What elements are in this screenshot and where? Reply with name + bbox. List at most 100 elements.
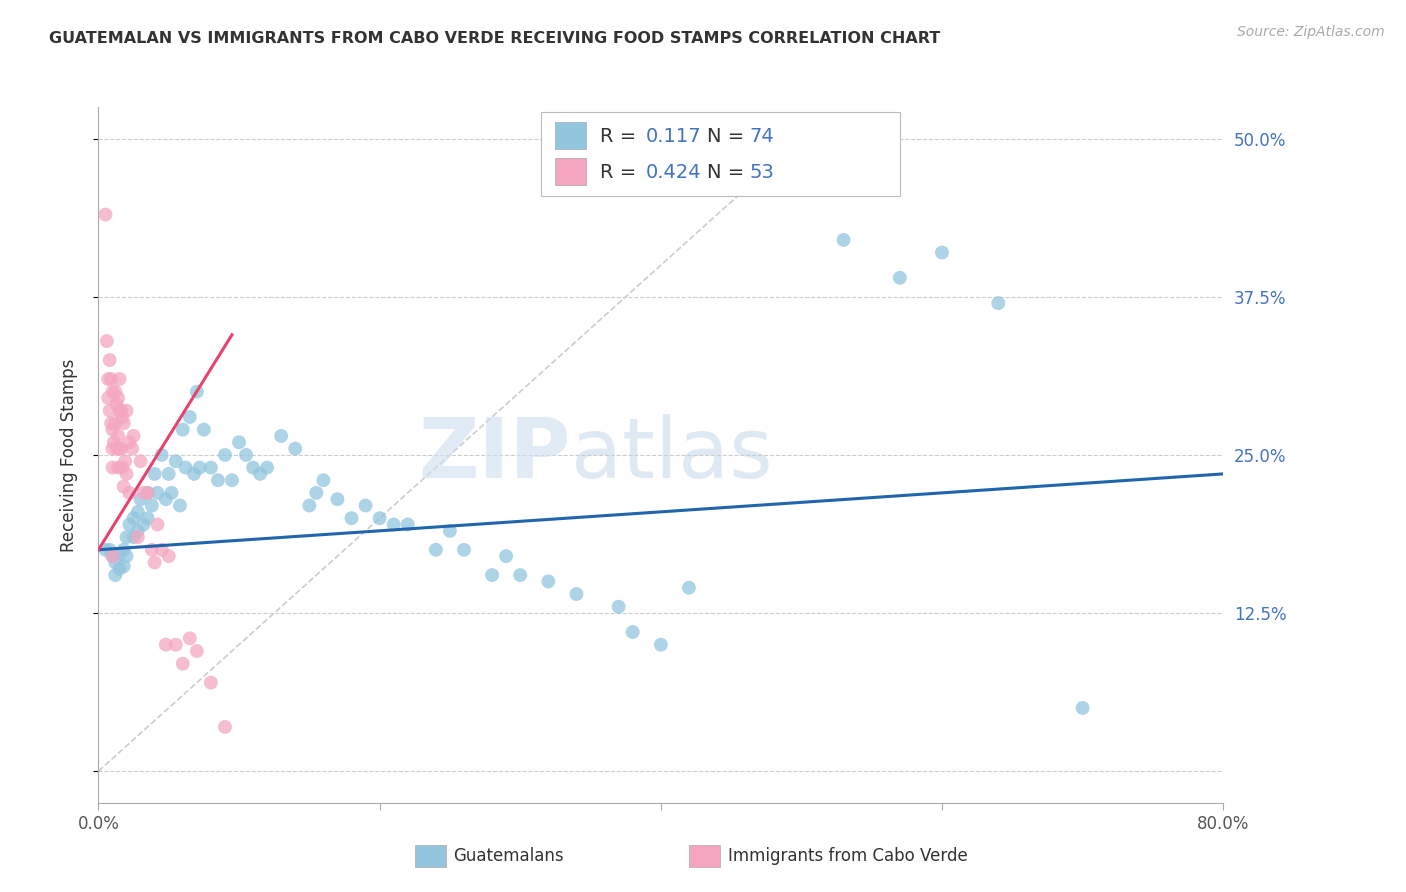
Point: [101, 442, 124, 456]
Point: [127, 530, 149, 544]
Point: [169, 499, 191, 513]
Point: [132, 517, 155, 532]
Point: [115, 467, 138, 481]
Point: [108, 372, 131, 386]
Point: [108, 562, 131, 576]
Point: [115, 530, 138, 544]
Point: [122, 429, 145, 443]
Point: [136, 486, 159, 500]
Point: [228, 435, 250, 450]
Point: [179, 409, 201, 424]
Point: [110, 442, 132, 456]
Point: [221, 473, 243, 487]
Point: [110, 403, 132, 417]
Text: N =: N =: [707, 127, 751, 146]
Point: [242, 460, 264, 475]
Point: [118, 517, 141, 532]
Point: [122, 511, 145, 525]
Point: [121, 442, 143, 456]
Point: [146, 517, 169, 532]
Point: [107, 429, 129, 443]
Text: Source: ZipAtlas.com: Source: ZipAtlas.com: [1237, 25, 1385, 39]
Point: [150, 448, 173, 462]
Point: [249, 467, 271, 481]
Point: [326, 492, 349, 507]
Point: [136, 486, 159, 500]
Point: [114, 454, 136, 468]
Point: [832, 233, 855, 247]
Point: [104, 556, 127, 570]
Point: [118, 435, 141, 450]
Point: [104, 417, 127, 431]
Point: [678, 581, 700, 595]
Point: [186, 644, 208, 658]
Point: [129, 492, 152, 507]
Point: [101, 384, 124, 399]
Point: [101, 549, 124, 563]
Text: atlas: atlas: [571, 415, 772, 495]
Point: [207, 473, 229, 487]
Point: [235, 448, 257, 462]
Point: [165, 454, 187, 468]
Point: [396, 517, 419, 532]
Point: [155, 638, 177, 652]
Point: [621, 625, 644, 640]
Point: [100, 372, 122, 386]
Point: [650, 638, 672, 652]
Text: 0.424: 0.424: [645, 162, 702, 182]
Point: [193, 423, 215, 437]
Point: [96, 334, 118, 348]
Point: [174, 460, 197, 475]
Point: [509, 568, 531, 582]
Point: [143, 556, 166, 570]
Text: 0.117: 0.117: [645, 127, 702, 146]
Point: [284, 442, 307, 456]
Point: [97, 391, 120, 405]
Point: [141, 542, 163, 557]
Point: [214, 448, 236, 462]
Text: ZIP: ZIP: [419, 415, 571, 495]
Point: [108, 547, 131, 561]
Point: [104, 384, 127, 399]
Point: [112, 559, 135, 574]
Point: [1071, 701, 1094, 715]
Point: [354, 499, 377, 513]
Point: [129, 454, 152, 468]
Point: [111, 409, 134, 424]
Text: 74: 74: [749, 127, 775, 146]
Text: Guatemalans: Guatemalans: [453, 847, 564, 865]
Point: [143, 467, 166, 481]
Point: [118, 486, 141, 500]
Point: [115, 403, 138, 417]
Point: [122, 530, 145, 544]
Point: [127, 524, 149, 538]
Point: [165, 638, 187, 652]
Point: [150, 542, 173, 557]
Point: [132, 486, 155, 500]
Point: [141, 499, 163, 513]
Point: [100, 417, 122, 431]
Point: [987, 296, 1010, 310]
Point: [382, 517, 405, 532]
Point: [186, 384, 208, 399]
Point: [111, 460, 134, 475]
Point: [105, 442, 128, 456]
Text: R =: R =: [600, 127, 643, 146]
Point: [200, 460, 222, 475]
Point: [157, 467, 180, 481]
Point: [439, 524, 461, 538]
Point: [98, 353, 121, 368]
Point: [112, 417, 135, 431]
Point: [97, 372, 120, 386]
Point: [103, 435, 125, 450]
Point: [183, 467, 205, 481]
Point: [108, 403, 131, 417]
Text: 53: 53: [749, 162, 775, 182]
Point: [94, 542, 117, 557]
Point: [155, 492, 177, 507]
Point: [889, 270, 911, 285]
Point: [776, 169, 799, 184]
Point: [607, 599, 630, 614]
Point: [98, 542, 121, 557]
Point: [101, 423, 124, 437]
